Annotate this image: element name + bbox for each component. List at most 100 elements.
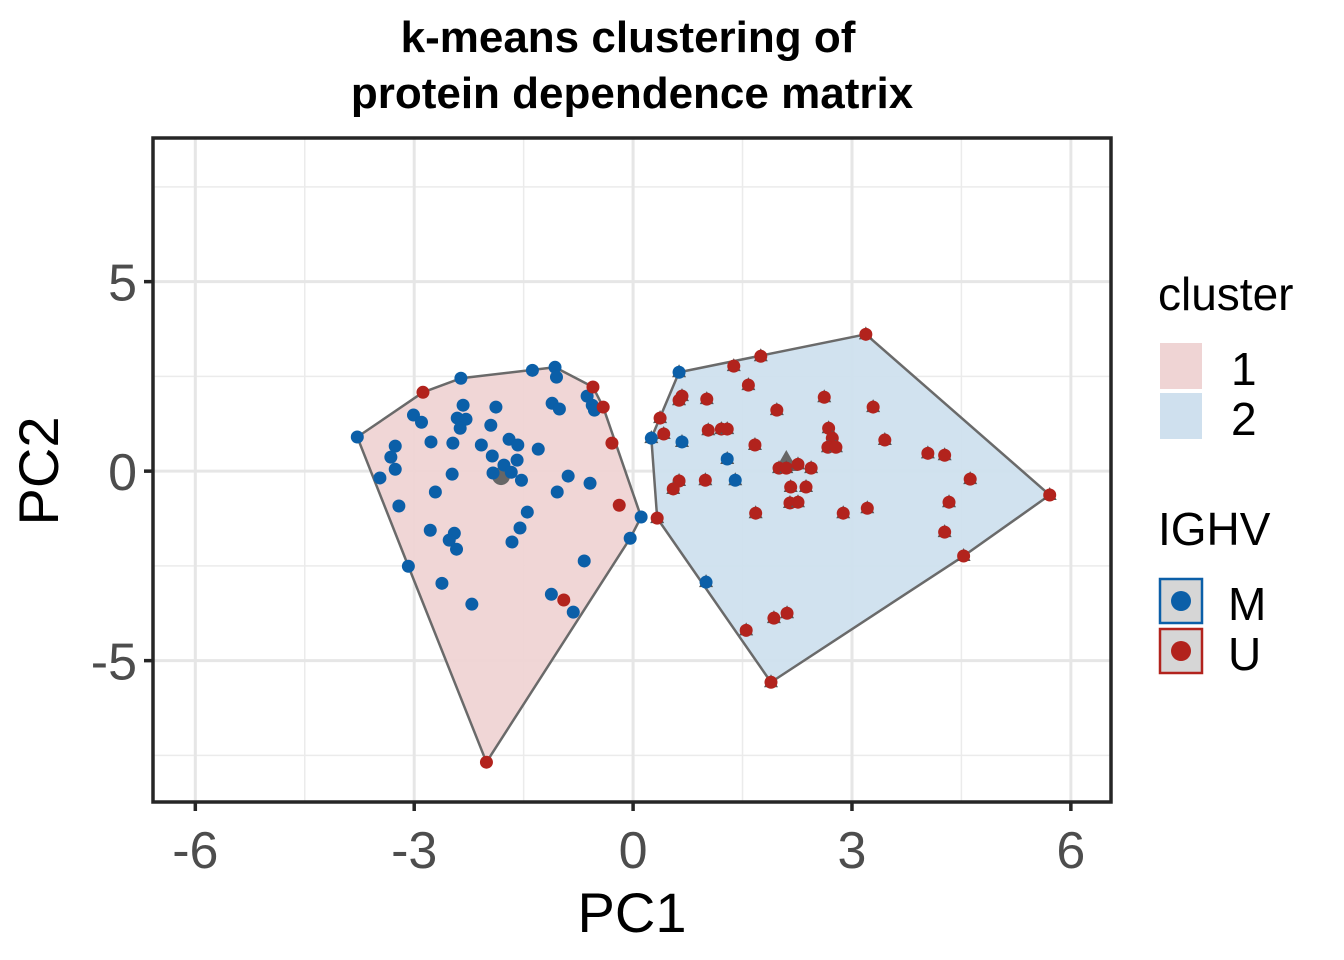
- legend-label-cluster-2: 2: [1231, 393, 1257, 445]
- legend-key-box-u: [1158, 627, 1204, 675]
- data-point-cluster-2-u: [749, 506, 763, 520]
- data-point-cluster-2-u: [860, 501, 874, 515]
- data-point-cluster-1-m: [525, 363, 539, 377]
- data-point-cluster-1-m: [450, 542, 464, 556]
- y-tick-label: 0: [108, 444, 137, 502]
- legend-point-u: [1171, 641, 1191, 661]
- y-tick-label: 5: [108, 255, 137, 313]
- plot-panel: [151, 136, 1113, 804]
- data-point-cluster-1-m: [548, 360, 562, 374]
- legend-title-ighv: IGHV: [1158, 503, 1271, 555]
- data-point-cluster-1-m: [446, 436, 460, 450]
- y-axis: -5 0 5: [91, 255, 153, 692]
- x-tick-label: 3: [838, 822, 867, 880]
- legend-label-cluster-1: 1: [1231, 343, 1257, 395]
- cluster-hulls: [356, 333, 1051, 764]
- data-point-cluster-1-m: [424, 435, 438, 449]
- data-point-cluster-1-m: [350, 430, 364, 444]
- legend-swatch-cluster-1: [1160, 343, 1202, 389]
- data-point-cluster-2-u: [791, 457, 805, 471]
- data-point-cluster-2-u: [859, 327, 873, 341]
- data-point-cluster-2-u: [698, 473, 712, 487]
- data-point-cluster-2-u: [963, 472, 977, 486]
- data-point-cluster-1-m: [634, 510, 648, 524]
- data-point-cluster-1-m: [549, 370, 563, 384]
- data-point-cluster-1-m: [456, 398, 470, 412]
- data-point-cluster-1-m: [454, 371, 468, 385]
- data-point-cluster-1-m: [484, 418, 498, 432]
- data-point-cluster-2-u: [804, 461, 818, 475]
- data-point-cluster-1-u: [596, 400, 610, 414]
- data-point-cluster-2-u: [779, 461, 793, 475]
- data-point-cluster-1-m: [392, 499, 406, 513]
- data-point-cluster-2-m: [720, 452, 734, 466]
- legend-label-u: U: [1228, 628, 1261, 680]
- data-point-cluster-1-m: [415, 415, 429, 429]
- data-point-cluster-1-m: [486, 466, 500, 480]
- data-point-cluster-2-u: [799, 480, 813, 494]
- data-point-cluster-2-u: [720, 422, 734, 436]
- data-point-cluster-1-u: [586, 380, 600, 394]
- x-axis: -6 -3 0 3 6: [172, 802, 1085, 880]
- data-point-cluster-1-m: [623, 531, 637, 545]
- data-point-cluster-2-u: [666, 482, 680, 496]
- data-point-cluster-2-m: [644, 431, 658, 445]
- data-point-cluster-1-u: [416, 385, 430, 399]
- legend-point-m: [1171, 591, 1191, 611]
- data-point-cluster-2-u: [657, 427, 671, 441]
- chart-title-line-2: protein dependence matrix: [351, 69, 914, 118]
- data-point-cluster-2-u: [780, 606, 794, 620]
- data-point-cluster-1-m: [577, 554, 591, 568]
- data-point-cluster-2-m: [672, 365, 686, 379]
- data-point-cluster-2-u: [784, 480, 798, 494]
- data-point-cluster-1-m: [511, 438, 525, 452]
- data-point-cluster-1-m: [544, 587, 558, 601]
- data-point-cluster-1-m: [474, 438, 488, 452]
- data-point-cluster-2-u: [701, 423, 715, 437]
- x-tick-label: 0: [619, 822, 648, 880]
- data-point-cluster-2-u: [829, 440, 843, 454]
- data-point-cluster-2-u: [836, 506, 850, 520]
- data-point-cluster-2-u: [672, 393, 686, 407]
- data-point-cluster-1-m: [550, 485, 564, 499]
- data-point-cluster-2-u: [1043, 488, 1057, 502]
- y-tick-label: -5: [91, 634, 137, 692]
- y-axis-title: PC2: [7, 417, 70, 526]
- data-point-cluster-2-u: [739, 623, 753, 637]
- data-point-cluster-1-u: [479, 755, 493, 769]
- legend-label-m: M: [1228, 578, 1266, 630]
- data-point-cluster-2-u: [938, 525, 952, 539]
- data-point-cluster-2-u: [741, 378, 755, 392]
- data-point-cluster-1-m: [583, 476, 597, 490]
- data-point-cluster-2-u: [764, 675, 778, 689]
- x-axis-title: PC1: [578, 881, 687, 944]
- data-point-cluster-2-m: [675, 435, 689, 449]
- data-point-cluster-2-m: [699, 575, 713, 589]
- data-point-cluster-2-u: [754, 349, 768, 363]
- data-point-cluster-1-m: [442, 533, 456, 547]
- data-point-cluster-1-m: [514, 473, 528, 487]
- data-point-cluster-2-u: [727, 359, 741, 373]
- data-point-cluster-1-m: [435, 576, 449, 590]
- data-point-cluster-1-m: [384, 450, 398, 464]
- chart-title-line-1: k-means clustering of: [401, 13, 856, 62]
- data-point-cluster-2-u: [700, 392, 714, 406]
- data-points: [350, 326, 1057, 769]
- data-point-cluster-2-u: [791, 495, 805, 509]
- data-point-cluster-1-m: [510, 453, 524, 467]
- data-point-cluster-1-m: [485, 449, 499, 463]
- x-tick-label: -6: [172, 822, 218, 880]
- legend-swatch-cluster-2: [1160, 393, 1202, 439]
- data-point-cluster-2-u: [767, 611, 781, 625]
- data-point-cluster-1-m: [513, 521, 527, 535]
- data-point-cluster-2-u: [866, 400, 880, 414]
- data-point-cluster-1-m: [388, 439, 402, 453]
- data-point-cluster-2-u: [650, 511, 664, 525]
- data-point-cluster-1-u: [612, 498, 626, 512]
- data-point-cluster-2-u: [938, 448, 952, 462]
- data-point-cluster-1-m: [423, 523, 437, 537]
- data-point-cluster-1-m: [445, 467, 459, 481]
- data-point-cluster-2-u: [957, 549, 971, 563]
- data-point-cluster-1-m: [373, 471, 387, 485]
